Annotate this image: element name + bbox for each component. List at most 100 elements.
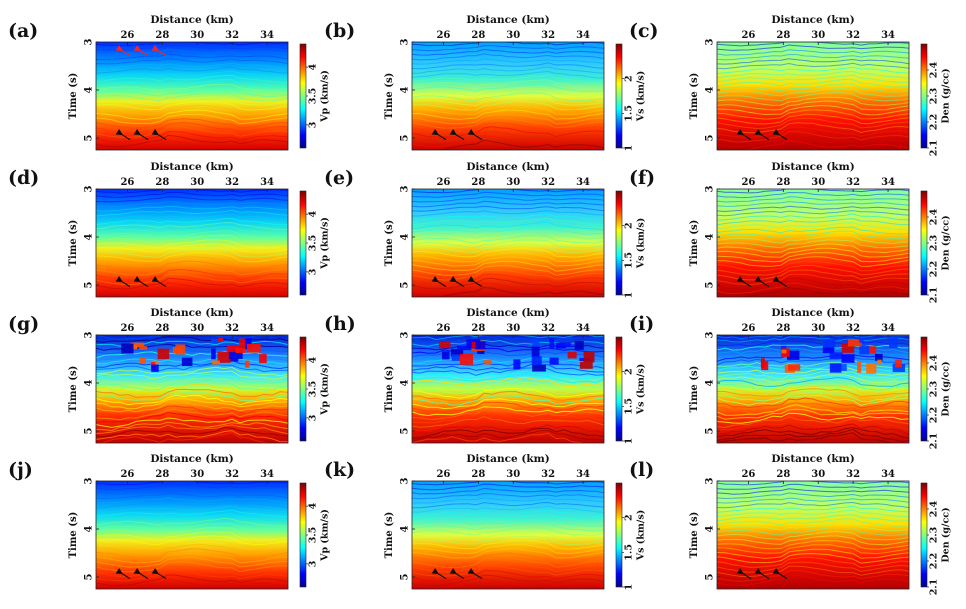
y-axis-title: Time (s): [68, 366, 79, 413]
y-axis-title: Time (s): [384, 512, 395, 559]
x-axis-title: Distance (km): [771, 161, 854, 173]
colorbar-title: Vs (km/s): [636, 510, 647, 561]
x-tick-label: 26: [741, 323, 755, 334]
layer-arrow-icon: [133, 44, 149, 57]
colorbar-tick-label: 2.4: [929, 208, 940, 225]
layer-arrow-icon: [736, 275, 752, 288]
y-tick-label: 3: [84, 331, 95, 338]
x-tick-label: 26: [120, 30, 134, 41]
colorbar-title: Vs (km/s): [636, 71, 647, 122]
x-tick-label: 26: [436, 323, 450, 334]
panel-label: (d): [8, 167, 39, 189]
layer-arrow-icon: [431, 275, 447, 288]
x-tick-label: 34: [881, 323, 895, 334]
colorbar-tick-label: 4: [308, 502, 319, 509]
plot-frame: [716, 41, 910, 151]
colorbar-tick-label: 2.4: [929, 61, 940, 78]
colorbar-tick-label: 1.5: [624, 398, 635, 415]
x-tick-label: 32: [225, 177, 239, 188]
x-tick-label: 32: [225, 469, 239, 480]
x-axis-title: Distance (km): [466, 453, 549, 465]
horizon-layers: [717, 189, 909, 297]
layer-arrow-icon: [772, 128, 788, 141]
y-tick-label: 5: [84, 573, 95, 580]
x-tick-label: 32: [846, 323, 860, 334]
x-tick-label: 34: [576, 177, 590, 188]
x-tick-label: 28: [471, 177, 485, 188]
colorbar-tick-label: 2.2: [929, 553, 940, 570]
y-tick-label: 5: [400, 427, 411, 434]
colorbar-tick-label: 3: [308, 122, 319, 129]
y-tick-label: 4: [84, 525, 95, 532]
colorbar-tick-label: 2.1: [929, 433, 940, 450]
colorbar-tick-label: 3: [308, 415, 319, 422]
layer-arrow-icon: [736, 567, 752, 580]
colorbar-tick-label: 2.1: [929, 140, 940, 157]
plot-frame: [716, 334, 910, 444]
panel-label: (i): [629, 313, 654, 335]
x-tick-label: 34: [260, 323, 274, 334]
colorbar-tick-label: 1.5: [624, 252, 635, 269]
y-axis-title: Time (s): [68, 220, 79, 267]
x-tick-label: 30: [190, 469, 204, 480]
x-tick-label: 34: [881, 469, 895, 480]
colorbar-tick-label: 2.3: [929, 88, 940, 105]
x-axis-title: Distance (km): [150, 307, 233, 319]
colorbar-tick-label: 2: [624, 222, 635, 229]
layer-arrow-icon: [151, 128, 167, 141]
layer-arrow-icon: [431, 128, 447, 141]
x-tick-label: 28: [776, 30, 790, 41]
x-tick-label: 26: [741, 177, 755, 188]
y-tick-label: 4: [400, 86, 411, 93]
colorbar-tick-label: 2.3: [929, 235, 940, 252]
panel-label: (c): [629, 20, 659, 42]
y-tick-label: 4: [705, 86, 716, 93]
layer-arrow-icon: [467, 128, 483, 141]
x-tick-label: 34: [260, 30, 274, 41]
x-axis-title: Distance (km): [466, 161, 549, 173]
colorbar-tick-label: 2: [624, 75, 635, 82]
colorbar-title: Vp (km/s): [320, 509, 331, 562]
colorbar-tick-label: 2.3: [929, 527, 940, 544]
x-tick-label: 30: [811, 469, 825, 480]
layer-arrow-icon: [449, 567, 465, 580]
plot-frame: [411, 41, 605, 151]
y-tick-label: 3: [84, 185, 95, 192]
y-axis-title: Time (s): [68, 512, 79, 559]
x-tick-label: 34: [881, 177, 895, 188]
x-tick-label: 26: [120, 177, 134, 188]
horizon-layers: [717, 481, 909, 589]
plot-frame: [716, 188, 910, 298]
x-axis-title: Distance (km): [150, 161, 233, 173]
y-axis-title: Time (s): [68, 73, 79, 120]
colorbar: [299, 336, 307, 442]
colorbar: [615, 482, 623, 588]
horizon-layers: [412, 335, 604, 443]
colorbar-tick-label: 2.2: [929, 114, 940, 131]
y-tick-label: 5: [705, 427, 716, 434]
panel-label: (j): [8, 459, 33, 481]
colorbar-tick-label: 4: [308, 210, 319, 217]
x-tick-label: 34: [260, 469, 274, 480]
colorbar-tick-label: 2.1: [929, 579, 940, 596]
horizon-layers: [96, 189, 288, 297]
y-tick-label: 4: [84, 233, 95, 240]
x-tick-label: 26: [436, 177, 450, 188]
layer-arrow-icon: [736, 128, 752, 141]
x-tick-label: 30: [190, 177, 204, 188]
colorbar-tick-label: 2.4: [929, 354, 940, 371]
x-axis-title: Distance (km): [466, 14, 549, 26]
layer-arrow-icon: [754, 128, 770, 141]
layer-arrow-icon: [133, 275, 149, 288]
layer-arrow-icon: [133, 567, 149, 580]
x-tick-label: 32: [541, 469, 555, 480]
y-tick-label: 3: [705, 38, 716, 45]
x-tick-label: 30: [506, 469, 520, 480]
colorbar-title: Den (g/cc): [941, 507, 952, 562]
layer-arrow-icon: [449, 275, 465, 288]
y-tick-label: 4: [705, 525, 716, 532]
